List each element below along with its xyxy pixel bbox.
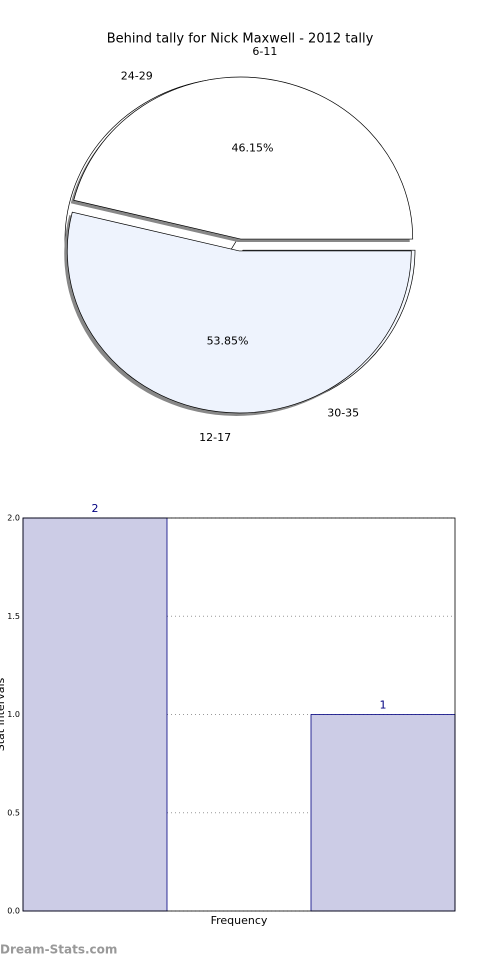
wedge (73, 76, 414, 240)
y-tick-label: 2.0 (7, 514, 20, 523)
y-axis-label: Stat intervals (0, 677, 7, 751)
plot-frame (22, 517, 456, 912)
value-label: 53.85% (207, 334, 249, 347)
chart-title: Behind tally for Nick Maxwell - 2012 tal… (107, 32, 374, 47)
value-label: 2 (92, 502, 99, 515)
wedge-label: 30-35 (327, 406, 359, 419)
bar (22, 517, 168, 912)
watermark: Dream-Stats.com (0, 943, 117, 957)
wedge-label: 24-29 (121, 70, 153, 83)
y-tick-label: 1.5 (7, 612, 20, 621)
x-axis-label: Frequency (211, 914, 268, 927)
value-label: 1 (380, 699, 387, 712)
y-tick-label: 0.0 (7, 907, 20, 916)
value-label: 46.15% (231, 142, 273, 155)
bar (310, 714, 456, 912)
wedge-label: 6-11 (252, 45, 277, 58)
wedge-label: 12-17 (199, 431, 231, 444)
wedge (66, 211, 412, 414)
y-tick-label: 1.0 (7, 710, 20, 719)
y-tick-label: 0.5 (7, 808, 20, 817)
